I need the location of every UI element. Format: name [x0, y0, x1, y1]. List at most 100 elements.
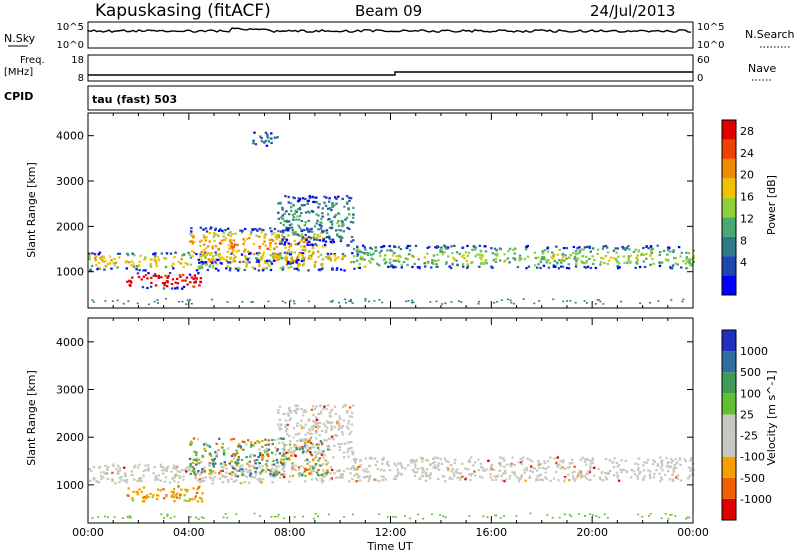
noise-tick-high-right: 10^5 [697, 22, 724, 33]
range-gate-cell [637, 457, 640, 460]
range-gate-cell [666, 248, 670, 251]
range-gate-cell [318, 235, 321, 238]
range-gate-cell [157, 302, 159, 304]
range-gate-cell [268, 264, 271, 267]
range-gate-cell [205, 263, 208, 266]
range-gate-cell [496, 254, 499, 257]
range-gate-cell [315, 196, 318, 199]
range-gate-cell [289, 202, 293, 205]
range-gate-cell [282, 466, 286, 469]
range-gate-cell [284, 195, 287, 198]
range-gate-cell [286, 412, 290, 415]
range-gate-cell [104, 464, 107, 467]
range-gate-cell [660, 517, 663, 520]
range-gate-cell [247, 250, 250, 253]
range-gate-cell [685, 267, 688, 270]
range-gate-cell [223, 463, 226, 466]
range-gate-cell [589, 468, 592, 471]
range-gate-cell [504, 478, 508, 481]
range-gate-cell [317, 443, 320, 446]
range-gate-cell [396, 468, 399, 471]
range-gate-cell [586, 265, 590, 268]
range-gate-cell [163, 517, 165, 519]
range-gate-cell [297, 200, 300, 203]
range-gate-cell [373, 478, 376, 481]
range-gate-cell [275, 245, 278, 249]
range-gate-cell [218, 259, 221, 262]
time-tick-label: 20:00 [576, 526, 608, 539]
range-gate-cell [298, 214, 302, 218]
range-gate-cell [319, 452, 322, 455]
range-gate-cell [229, 235, 233, 238]
colorbar-segment [722, 197, 736, 218]
range-gate-cell [162, 287, 166, 290]
range-gate-cell [269, 261, 273, 264]
range-gate-cell [249, 455, 252, 458]
range-gate-cell [300, 239, 303, 242]
range-gate-cell [544, 258, 547, 261]
range-gate-cell [188, 273, 192, 276]
range-gate-cell [432, 254, 436, 257]
range-gate-cell [354, 467, 357, 470]
range-gate-cell [468, 458, 471, 461]
range-gate-cell [422, 467, 425, 470]
range-gate-cell [353, 474, 356, 477]
range-gate-cell [561, 466, 564, 469]
range-gate-cell [223, 461, 226, 464]
range-gate-cell [315, 443, 318, 446]
range-gate-cell [578, 249, 582, 252]
range-gate-cell [503, 480, 506, 483]
range-gate-cell [235, 250, 239, 253]
range-gate-cell [296, 440, 299, 443]
range-gate-cell [269, 469, 272, 472]
range-gate-cell [342, 256, 345, 259]
range-gate-cell [260, 455, 263, 458]
range-gate-cell [346, 244, 350, 247]
velocity-ylabel: Slant Range [km] [25, 370, 38, 466]
range-gate-cell [187, 251, 190, 254]
range-gate-cell [154, 284, 158, 287]
range-gate-cell [337, 469, 341, 472]
range-gate-cell [326, 404, 330, 407]
time-axis-label: Time UT [366, 540, 412, 553]
range-gate-cell [672, 470, 675, 473]
range-gate-cell [218, 242, 222, 245]
range-gate-cell [640, 252, 644, 255]
range-gate-cell [265, 144, 269, 147]
range-gate-cell [298, 446, 301, 449]
range-gate-cell [446, 466, 449, 469]
range-gate-cell [116, 299, 119, 302]
range-gate-cell [178, 470, 182, 473]
range-gate-cell [356, 474, 359, 477]
range-gate-cell [596, 299, 599, 301]
range-gate-cell [257, 269, 261, 272]
range-gate-cell [307, 230, 310, 233]
range-gate-cell [386, 249, 389, 252]
range-gate-cell [254, 143, 258, 146]
range-gate-cell [252, 242, 256, 246]
range-gate-cell [323, 405, 326, 408]
range-gate-cell [259, 135, 262, 138]
range-gate-cell [230, 242, 234, 245]
range-gate-cell [303, 224, 306, 227]
range-gate-cell [142, 486, 146, 489]
range-gate-cell [326, 213, 330, 216]
range-gate-cell [269, 268, 273, 272]
range-gate-cell [381, 478, 385, 482]
range-gate-cell [388, 469, 392, 472]
range-gate-cell [261, 453, 264, 457]
range-gate-cell [468, 460, 472, 464]
freq-panel-frame [87, 54, 694, 82]
range-gate-cell [537, 474, 540, 477]
range-gate-cell [324, 431, 328, 434]
range-gate-cell [514, 247, 517, 250]
range-gate-cell [265, 267, 268, 270]
range-gate-cell [258, 448, 261, 451]
range-gate-cell [516, 266, 520, 269]
range-gate-cell [364, 299, 367, 302]
range-gate-cell [264, 443, 267, 447]
range-gate-cell [266, 259, 269, 262]
range-gate-cell [298, 207, 302, 210]
range-gate-cell [124, 473, 127, 476]
range-gate-cell [649, 263, 652, 266]
